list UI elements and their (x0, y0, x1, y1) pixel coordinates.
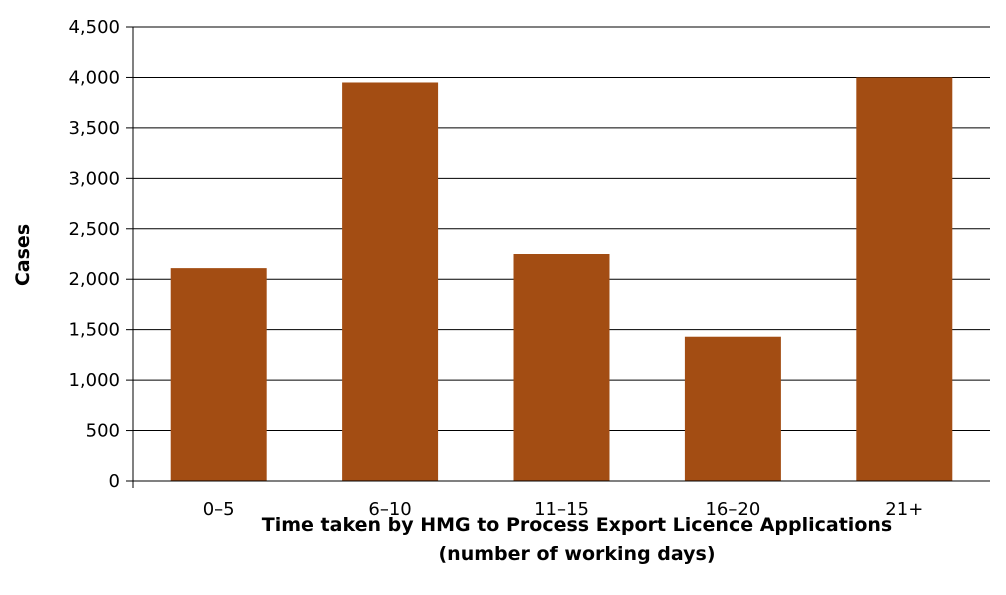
x-axis-title-line1: Time taken by HMG to Process Export Lice… (262, 514, 892, 536)
x-tick-label: 11–15 (534, 499, 589, 520)
y-tick-label: 0 (109, 471, 120, 492)
y-tick-label: 2,000 (68, 269, 120, 290)
y-tick-label: 3,000 (68, 168, 120, 189)
axes (126, 26, 990, 488)
y-axis-title: Cases (12, 224, 34, 286)
y-tick-label: 3,500 (68, 118, 120, 139)
y-tick-label: 4,000 (68, 67, 120, 88)
gridlines (133, 26, 990, 432)
bar (170, 268, 267, 481)
bar (513, 254, 610, 481)
x-axis-title-line2: (number of working days) (438, 543, 715, 565)
y-tick-label: 4,500 (68, 17, 120, 38)
bar (342, 82, 439, 481)
bar (856, 77, 953, 481)
bar (684, 336, 781, 481)
x-tick-labels: 0–5 6–10 11–15 16–20 21+ (203, 499, 924, 520)
x-tick-label: 16–20 (705, 499, 760, 520)
y-tick-label: 2,500 (68, 219, 120, 240)
y-tick-label: 1,500 (68, 320, 120, 341)
x-tick-label: 6–10 (368, 499, 411, 520)
bars (170, 77, 953, 481)
x-tick-label: 0–5 (203, 499, 235, 520)
y-tick-label: 1,000 (68, 370, 120, 391)
y-tick-label: 500 (86, 421, 120, 442)
x-tick-label: 21+ (885, 499, 923, 520)
y-tick-labels: 0 500 1,000 1,500 2,000 2,500 3,000 3,500 4,000 4… (68, 17, 120, 492)
